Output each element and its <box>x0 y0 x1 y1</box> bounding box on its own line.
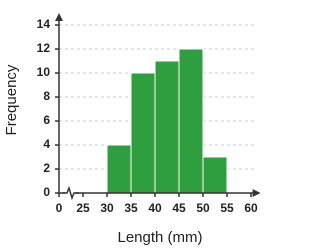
chart: Length (mm) Frequency 0 2 4 6 8 10 12 14 0 25 30 35… <box>3 13 261 246</box>
bar <box>178 48 204 194</box>
x-tick-label: 40 <box>148 201 162 215</box>
x-tick-label: 25 <box>76 201 90 215</box>
x-tick-label: 0 <box>56 201 63 215</box>
y-tick-label: 10 <box>37 65 51 79</box>
y-tick-label: 2 <box>43 161 50 175</box>
x-axis-arrow <box>252 189 261 197</box>
bar <box>130 72 156 194</box>
y-tick-label: 0 <box>43 185 50 199</box>
y-tick-label: 8 <box>43 89 50 103</box>
x-axis-title: Length (mm) <box>117 229 202 246</box>
x-tick-label: 60 <box>244 201 258 215</box>
y-axis-title: Frequency <box>3 64 20 135</box>
bar <box>106 144 132 194</box>
y-tick-label: 14 <box>37 17 51 31</box>
x-tick-label: 50 <box>196 201 210 215</box>
bar <box>154 60 180 194</box>
y-tick-label: 6 <box>43 113 50 127</box>
y-axis-arrow <box>55 13 63 21</box>
y-tick-label: 12 <box>37 41 51 55</box>
x-tick-label: 30 <box>100 201 114 215</box>
x-tick-label: 35 <box>124 201 138 215</box>
bar <box>202 156 228 194</box>
y-tick-label: 4 <box>43 137 50 151</box>
x-tick-label: 55 <box>220 201 234 215</box>
axis-break <box>63 185 79 201</box>
x-tick-label: 45 <box>172 201 186 215</box>
